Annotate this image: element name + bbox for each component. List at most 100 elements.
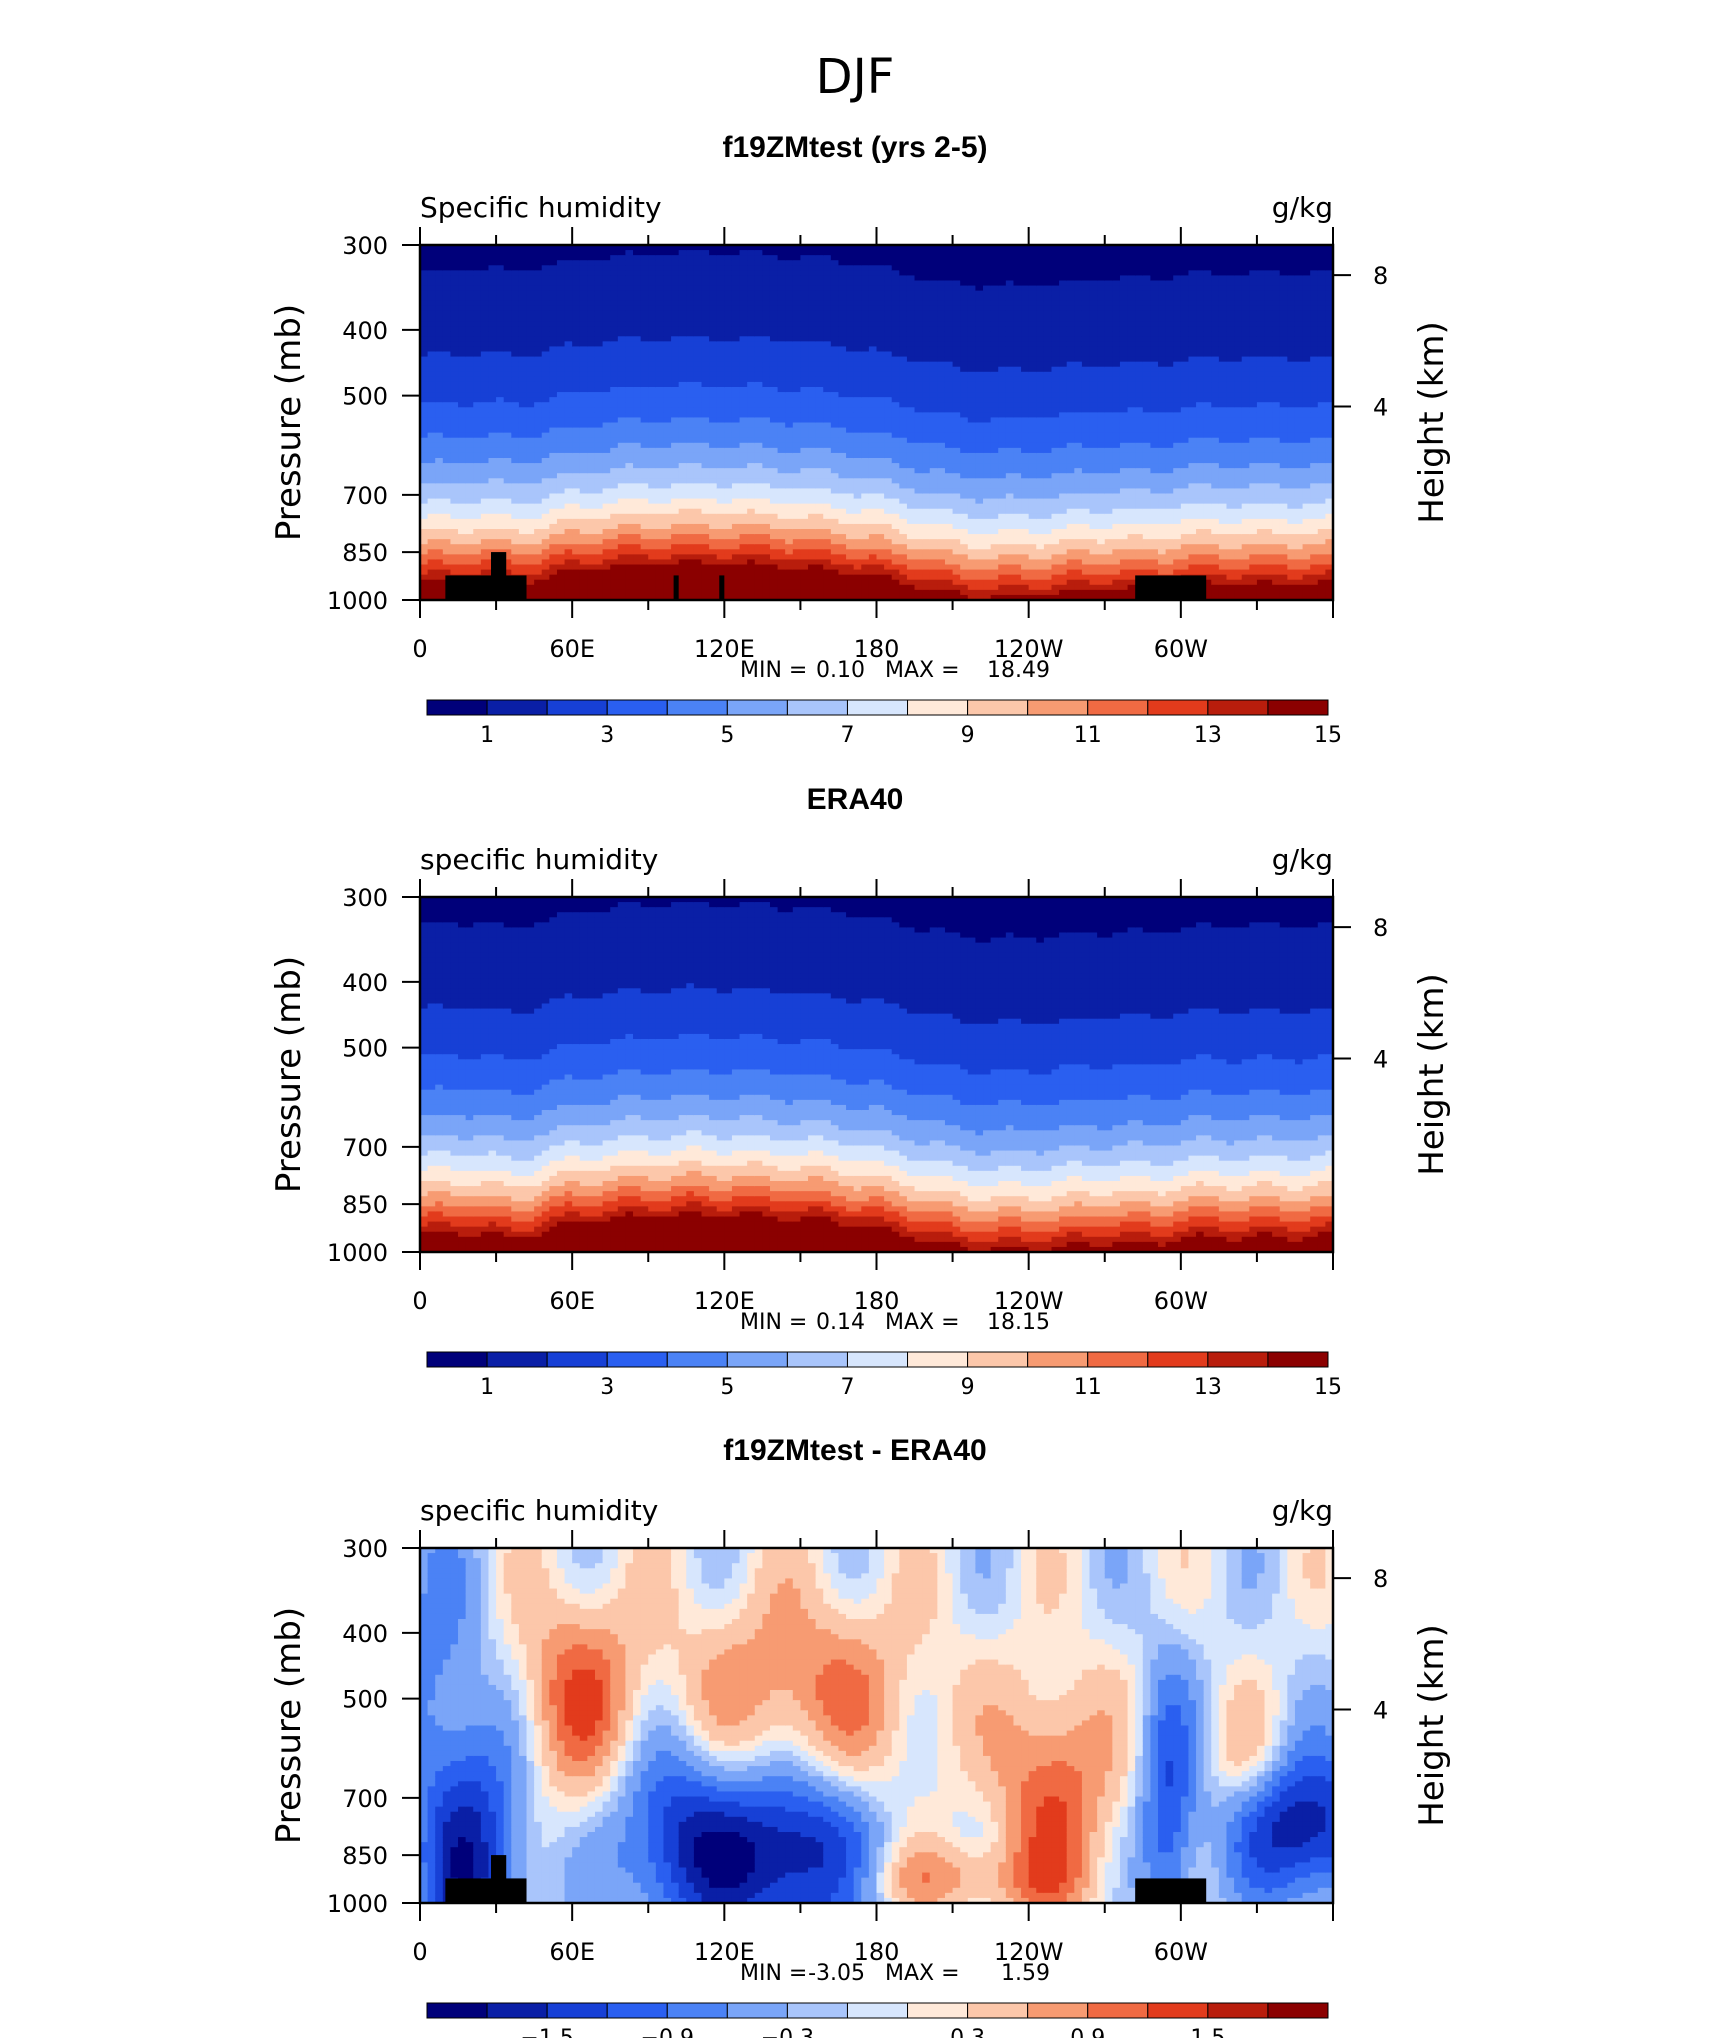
field-cell: [716, 371, 725, 378]
field-cell: [617, 518, 627, 525]
field-cell: [518, 346, 528, 353]
field-cell: [473, 447, 482, 454]
field-cell: [808, 371, 817, 378]
field-cell: [762, 488, 771, 495]
field-cell: [944, 503, 954, 510]
field-cell: [861, 255, 870, 261]
field-cell: [686, 523, 695, 530]
field-cell: [572, 321, 581, 327]
field-cell: [511, 412, 520, 419]
field-cell: [663, 351, 672, 358]
field-cell: [937, 488, 946, 495]
field-cell: [503, 468, 512, 474]
field-cell: [503, 361, 512, 368]
field-cell: [731, 463, 741, 469]
field-cell: [861, 437, 870, 444]
field-cell: [450, 407, 459, 413]
field-cell: [671, 397, 680, 403]
field-cell: [914, 523, 923, 530]
field-cell: [937, 518, 946, 525]
field-cell: [633, 594, 642, 601]
field-cell: [549, 483, 558, 490]
field-cell: [846, 452, 855, 459]
field-cell: [884, 290, 893, 297]
field-cell: [952, 250, 961, 256]
field-cell: [830, 371, 840, 378]
field-cell: [792, 432, 802, 439]
field-cell: [503, 366, 512, 373]
field-cell: [769, 594, 779, 601]
field-cell: [678, 589, 687, 596]
field-cell: [633, 442, 642, 449]
field-cell: [663, 275, 672, 282]
field-cell: [739, 255, 748, 261]
field-cell: [640, 341, 649, 348]
field-cell: [518, 275, 528, 282]
field-cell: [587, 397, 596, 403]
field-cell: [823, 544, 832, 550]
field-cell: [572, 376, 581, 383]
field-cell: [572, 473, 581, 479]
field-cell: [808, 387, 817, 393]
field-cell: [579, 295, 588, 302]
field-cell: [458, 473, 467, 479]
field-cell: [876, 250, 885, 256]
field-cell: [731, 265, 741, 271]
field-cell: [929, 529, 938, 535]
field-cell: [693, 341, 703, 348]
field-cell: [716, 493, 725, 500]
field-cell: [602, 544, 611, 550]
field-cell: [808, 341, 817, 348]
field-cell: [648, 316, 657, 322]
field-cell: [899, 483, 908, 490]
field-cell: [830, 518, 840, 525]
field-cell: [503, 376, 512, 383]
field-cell: [648, 371, 657, 378]
field-cell: [868, 245, 878, 251]
field-cell: [754, 417, 763, 424]
field-cell: [731, 397, 741, 403]
field-cell: [541, 290, 550, 297]
field-cell: [526, 468, 535, 474]
field-cell: [602, 539, 611, 545]
field-cell: [579, 300, 588, 307]
field-cell: [724, 402, 733, 408]
field-cell: [648, 387, 657, 393]
field-cell: [823, 589, 832, 596]
field-cell: [815, 402, 824, 408]
field-cell: [496, 285, 505, 292]
field-cell: [633, 584, 642, 591]
field-cell: [762, 417, 771, 424]
field-cell: [769, 417, 779, 424]
field-cell: [450, 402, 459, 408]
field-cell: [427, 351, 436, 358]
field-cell: [853, 534, 862, 540]
field-cell: [526, 270, 535, 277]
field-cell: [503, 508, 512, 515]
field-cell: [534, 589, 543, 596]
field-cell: [800, 356, 809, 363]
field-cell: [496, 290, 505, 297]
field-cell: [496, 305, 505, 312]
field-cell: [709, 381, 718, 388]
field-cell: [556, 488, 566, 495]
field-cell: [937, 539, 946, 545]
field-cell: [876, 503, 885, 510]
field-cell: [884, 584, 893, 591]
field-cell: [579, 310, 588, 317]
field-cell: [899, 589, 908, 596]
field-cell: [937, 356, 946, 363]
field-cell: [846, 508, 855, 515]
field-cell: [754, 346, 763, 353]
field-cell: [473, 310, 482, 317]
field-cell: [427, 529, 436, 535]
field-cell: [944, 392, 954, 398]
field-cell: [579, 290, 588, 297]
field-cell: [549, 488, 558, 495]
field-cell: [663, 442, 672, 449]
field-cell: [876, 554, 885, 561]
field-cell: [556, 584, 566, 591]
field-cell: [808, 442, 817, 449]
field-cell: [724, 437, 733, 444]
field-cell: [655, 437, 665, 444]
